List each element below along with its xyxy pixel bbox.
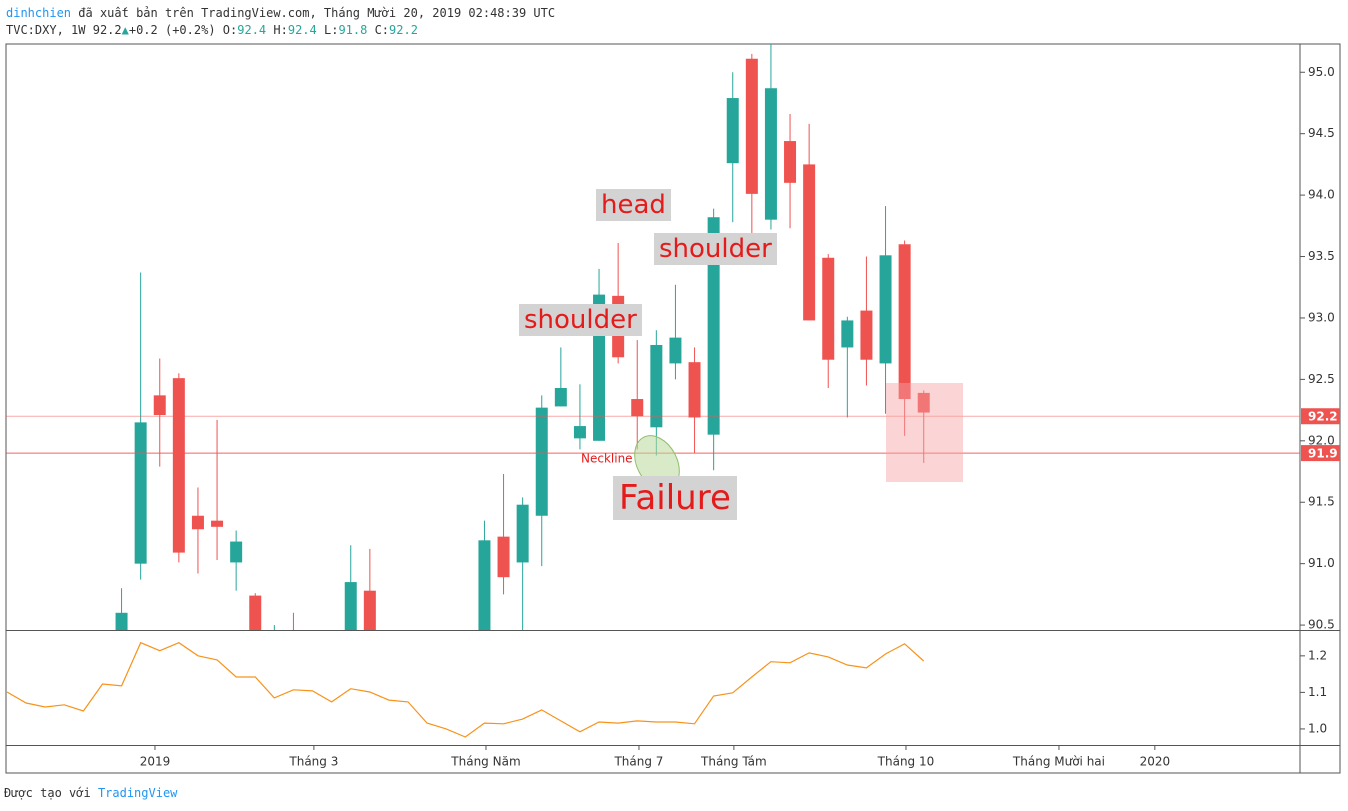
- ohlc-label: O:: [222, 23, 238, 37]
- indicator-line: [6, 641, 925, 738]
- y-tick-label: 93.0: [1308, 310, 1335, 324]
- x-tick-label: Tháng Năm: [450, 755, 520, 769]
- candle-body: [860, 310, 873, 360]
- x-tick-label: Tháng 3: [288, 755, 338, 769]
- y-tick-label: 1.2: [1308, 648, 1327, 662]
- candle-body: [573, 426, 586, 439]
- candle-body: [287, 631, 299, 649]
- candle-body: [822, 257, 835, 360]
- published: đã xuất bản trên TradingView.com, Tháng …: [78, 6, 556, 20]
- candle-body: [172, 378, 185, 553]
- y-tick-label: 91.5: [1308, 495, 1335, 509]
- y-tick-label: 93.5: [1308, 249, 1335, 263]
- y-tick-label: 90.5: [1308, 618, 1335, 632]
- highlight-box: [886, 383, 963, 482]
- annotation-head: head: [596, 189, 671, 221]
- candle-body: [650, 344, 663, 428]
- x-tick-label: 2019: [140, 755, 171, 769]
- ohlc-value: 92.4: [287, 23, 317, 37]
- candle-body: [784, 141, 797, 183]
- candle-body: [134, 422, 147, 564]
- candle-body: [554, 387, 567, 407]
- x-tick-label: Tháng 10: [877, 755, 935, 769]
- candle-body: [115, 612, 128, 630]
- candle-body: [688, 362, 701, 418]
- y-tick-label: 91.0: [1308, 556, 1335, 570]
- candle-body: [917, 392, 930, 413]
- y-tick-label: 94.5: [1308, 126, 1335, 140]
- candle-body: [707, 217, 720, 435]
- axes: 90.5 91.0 91.5 92.0 92.5 93.0 93.5 94.0 94.5 95.0…: [140, 65, 1340, 769]
- x-tick-label: 2020: [1140, 755, 1171, 769]
- candle-body: [841, 320, 854, 348]
- price-label-box: [1301, 445, 1340, 462]
- ohlc: O:92.4 H:92.4 L:91.8 C:92.2: [223, 23, 418, 37]
- frame: [5, 43, 1341, 774]
- x-tick-label: Tháng Mười hai: [1012, 755, 1105, 769]
- annotation-shoulder: shoulder: [654, 233, 777, 265]
- x-tick-label: Tháng Tám: [700, 755, 767, 769]
- candle-body: [726, 98, 739, 164]
- price-label: 91.9: [1308, 447, 1338, 461]
- brand[interactable]: TradingView: [97, 786, 178, 800]
- candle-body: [363, 590, 376, 630]
- footer: Được tạo với TradingView: [4, 786, 177, 800]
- candle-body: [153, 395, 166, 416]
- made-with: Được tạo với: [4, 786, 91, 800]
- y-tick-label: 92.5: [1308, 372, 1335, 386]
- candle-body: [669, 337, 682, 364]
- candle-body: [764, 88, 777, 220]
- y-tick-label: 92.0: [1308, 433, 1335, 447]
- candle-body: [344, 582, 357, 630]
- symbol-line: TVC:DXY, 1W 92.2▲+0.2 (+0.2%) O:92.4 H:9…: [6, 23, 418, 37]
- arrow: ▲: [121, 23, 129, 37]
- candle-body: [879, 255, 892, 364]
- candle-body: [478, 540, 491, 630]
- candle-body: [516, 504, 529, 563]
- annotation-shoulder: shoulder: [519, 304, 642, 336]
- y-tick-label: 95.0: [1308, 65, 1335, 79]
- candle-body: [631, 399, 644, 417]
- candle-body: [211, 520, 224, 527]
- symbol: TVC:DXY, 1W: [6, 23, 86, 37]
- candle-body: [535, 407, 548, 516]
- ohlc-label: L:: [323, 23, 339, 37]
- y-tick-label: 94.0: [1308, 188, 1335, 202]
- ohlc-value: 91.8: [338, 23, 368, 37]
- price-label-box: [1301, 408, 1340, 425]
- publish-line: dinhchien đã xuất bản trên TradingView.c…: [6, 6, 555, 20]
- last: 92.2: [92, 23, 122, 37]
- candle-body: [497, 536, 510, 578]
- author[interactable]: dinhchien: [6, 6, 72, 20]
- ohlc-value: 92.4: [237, 23, 267, 37]
- change: +0.2 (+0.2%): [128, 23, 216, 37]
- y-tick-label: 1.0: [1308, 721, 1327, 735]
- indicator-pane: [6, 641, 925, 738]
- price-pane: [6, 44, 1300, 649]
- candle-body: [249, 595, 262, 630]
- y-tick-label: 1.1: [1308, 685, 1327, 699]
- neckline-label: Neckline: [581, 452, 633, 466]
- candle-body: [803, 164, 816, 321]
- candle-body: [230, 541, 243, 563]
- ohlc-label: C:: [374, 23, 390, 37]
- candle-body: [191, 515, 204, 530]
- candle-body: [268, 631, 280, 643]
- x-tick-label: Tháng 7: [613, 755, 663, 769]
- price-label: 92.2: [1308, 410, 1338, 424]
- ohlc-label: H:: [273, 23, 288, 37]
- candle-body: [898, 244, 911, 400]
- candle-body: [745, 58, 758, 194]
- ohlc-value: 92.2: [389, 23, 418, 37]
- annotation-failure: Failure: [613, 476, 737, 520]
